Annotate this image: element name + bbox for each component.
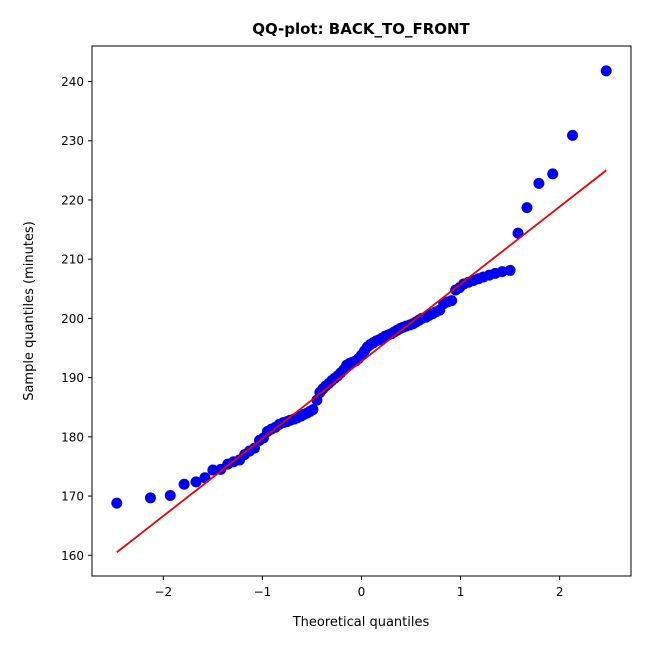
data-point <box>207 464 219 476</box>
y-axis-label: Sample quantiles (minutes) <box>22 221 37 401</box>
data-point <box>600 65 612 77</box>
y-tick-label: 180 <box>61 430 84 444</box>
data-point <box>446 295 458 307</box>
y-tick-label: 200 <box>61 312 84 326</box>
data-point <box>190 476 202 488</box>
data-point <box>144 492 156 504</box>
y-tick-label: 210 <box>61 253 84 267</box>
y-tick-label: 220 <box>61 193 84 207</box>
data-point <box>164 489 176 501</box>
data-point <box>111 497 123 509</box>
data-point <box>504 264 516 276</box>
data-point <box>567 129 579 141</box>
y-tick-label: 160 <box>61 549 84 563</box>
reference-line <box>116 169 607 554</box>
x-tick-label: 2 <box>556 585 564 599</box>
y-tick-label: 240 <box>61 75 84 89</box>
y-tick-label: 190 <box>61 371 84 385</box>
y-tick-label: 170 <box>61 490 84 504</box>
data-point <box>521 202 533 214</box>
data-point <box>178 478 190 490</box>
chart-title: QQ-plot: BACK_TO_FRONT <box>252 20 470 38</box>
x-tick-label: −1 <box>254 585 272 599</box>
plot-area: −2 −1 0 1 2 160 170 180 190 200 210 220 230 240 <box>61 45 632 599</box>
x-axis-label: Theoretical quantiles <box>292 615 430 630</box>
x-tick-label: 1 <box>457 585 465 599</box>
data-point <box>547 168 559 180</box>
data-point <box>307 404 319 416</box>
y-tick-label: 230 <box>61 134 84 148</box>
x-tick-label: −2 <box>154 585 172 599</box>
data-point <box>533 177 545 189</box>
data-point <box>512 227 524 239</box>
x-tick-label: 0 <box>358 585 366 599</box>
